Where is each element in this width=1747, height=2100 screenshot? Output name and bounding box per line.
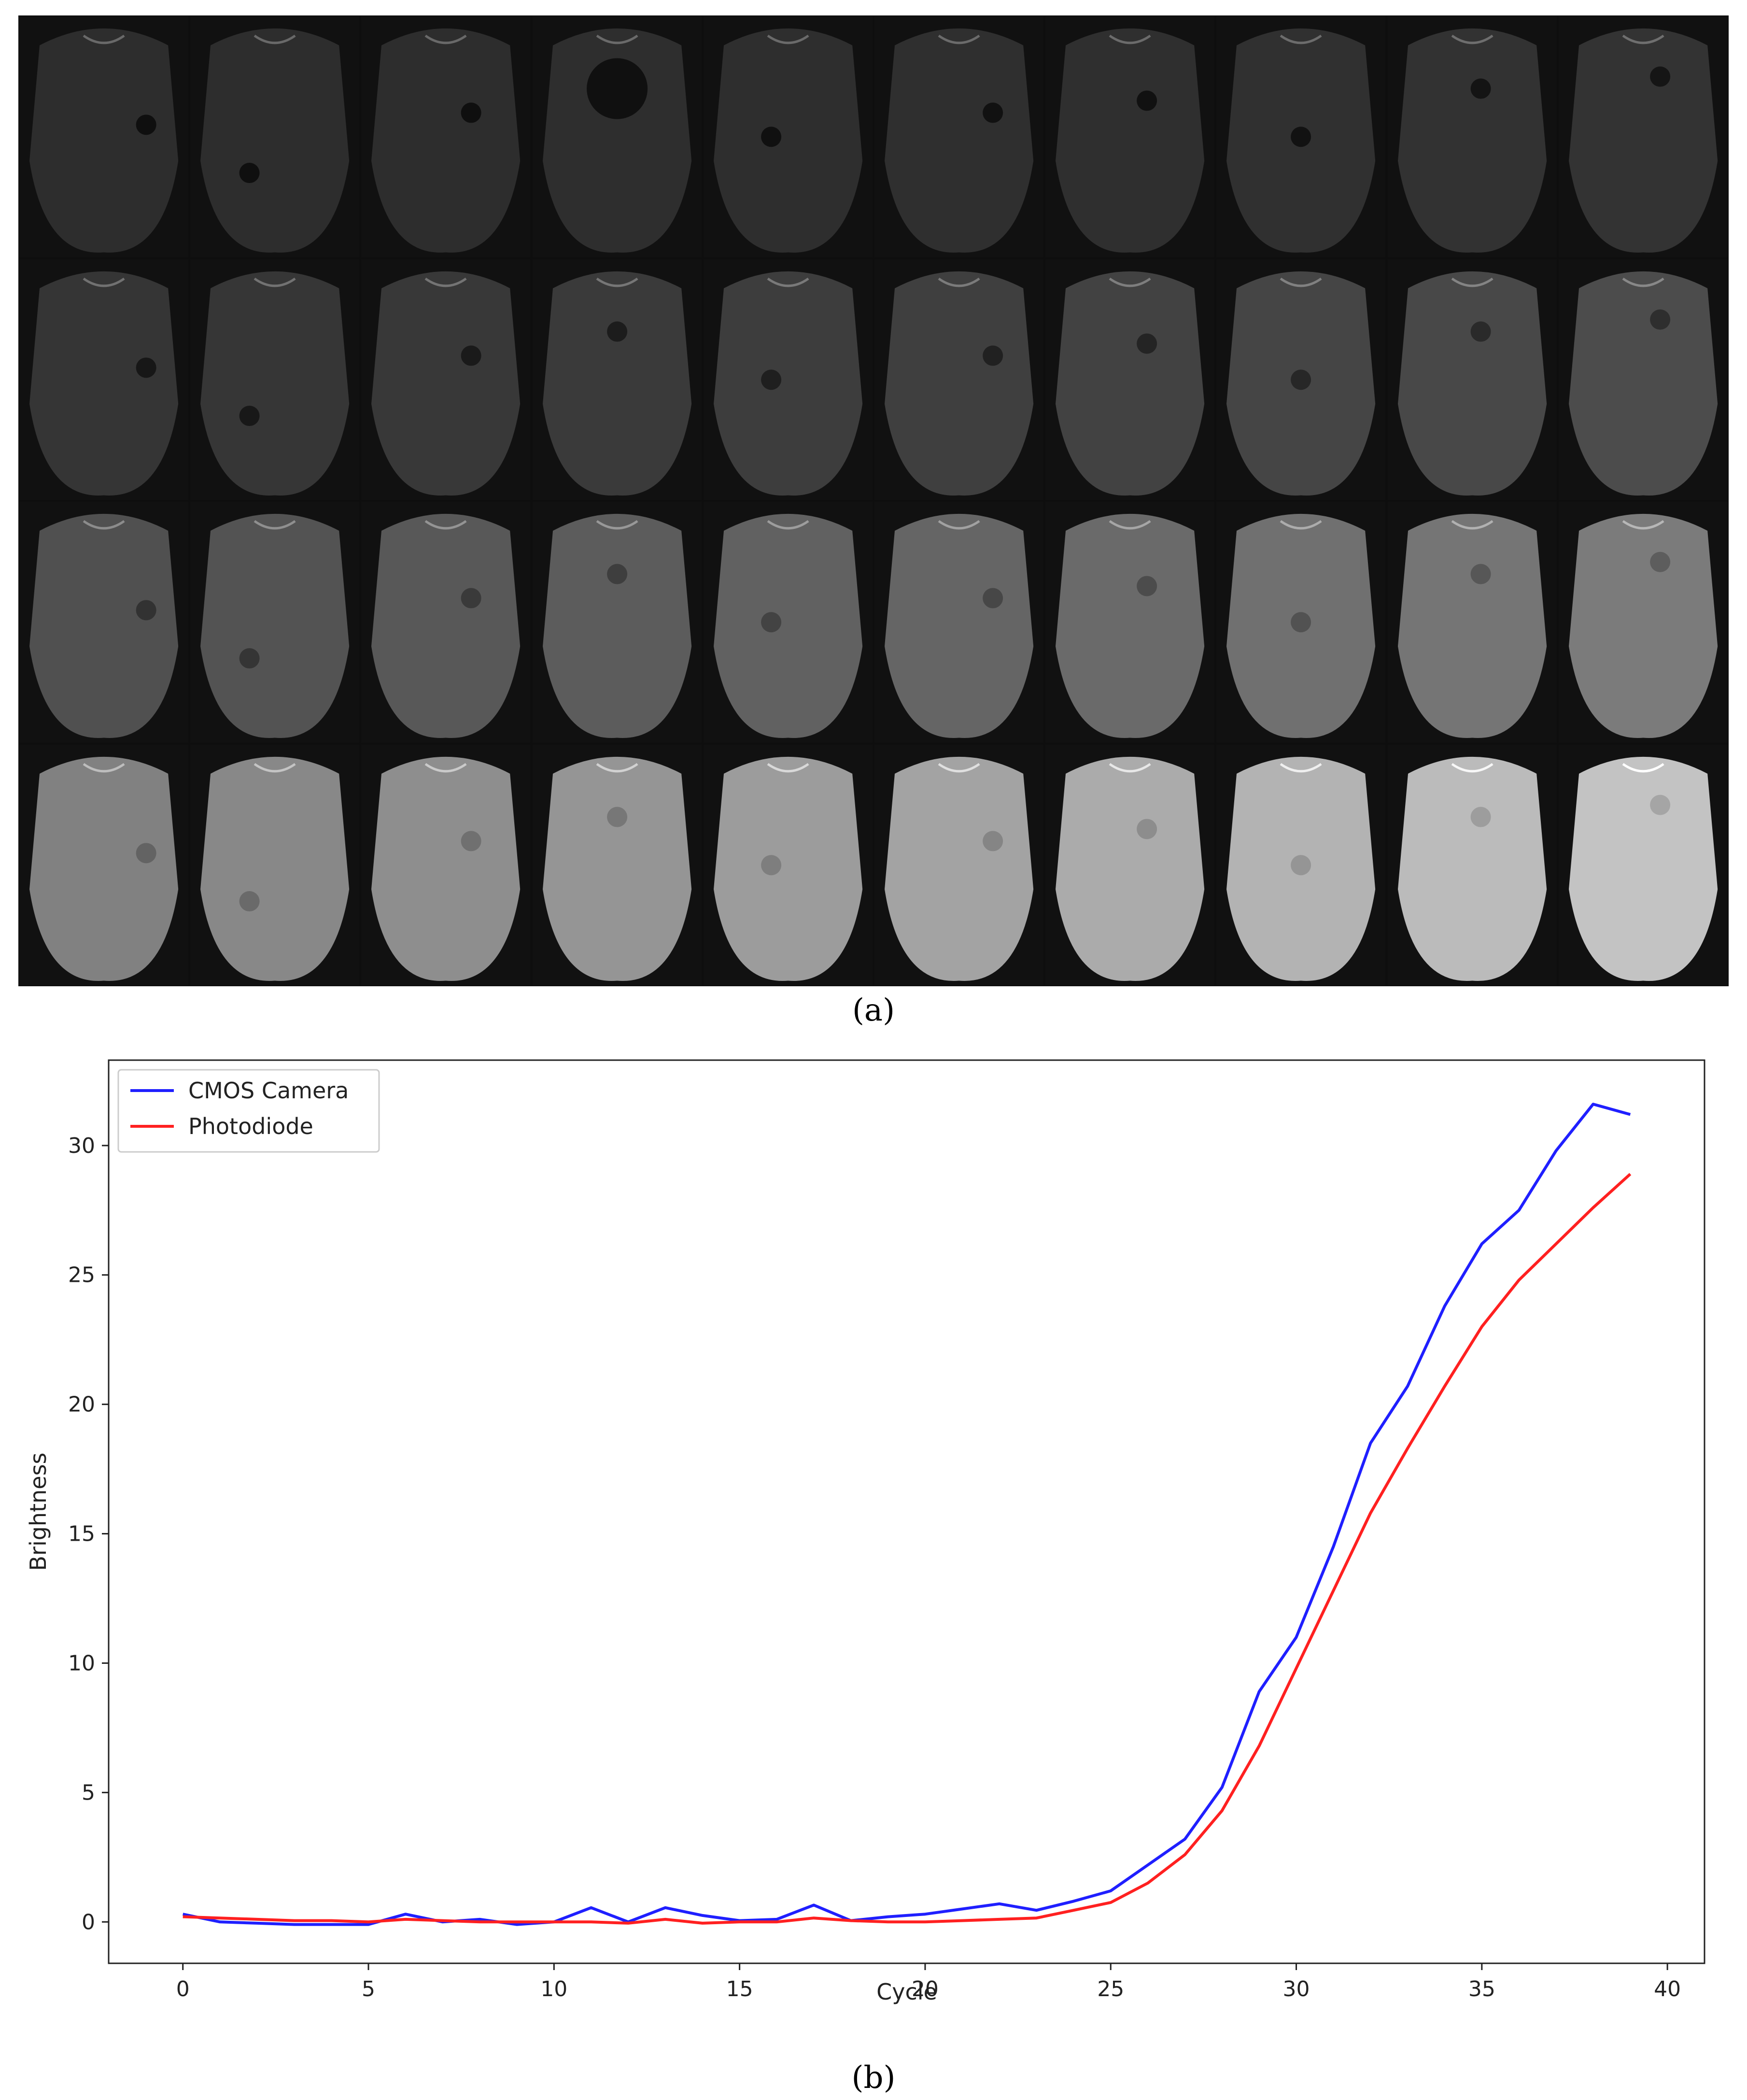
x-tick-label: 35 <box>1468 1977 1495 2001</box>
y-axis-title: Brightness <box>25 1452 51 1571</box>
thermal-frame <box>19 259 189 500</box>
thermal-frame <box>19 744 189 985</box>
y-tick-label: 15 <box>68 1522 95 1547</box>
thermal-frame <box>1558 502 1728 743</box>
x-tick-label: 15 <box>726 1977 753 2001</box>
x-tick-label: 25 <box>1097 1977 1124 2001</box>
legend-label-cmos: CMOS Camera <box>188 1078 349 1104</box>
x-tick-label: 0 <box>176 1977 190 2001</box>
thermal-frame <box>1387 744 1557 985</box>
thermal-frame <box>1558 16 1728 257</box>
x-axis: 0 5 10 15 20 25 30 35 40 <box>176 1963 1681 2001</box>
thermal-frame <box>532 502 702 743</box>
x-tick-label: 20 <box>912 1977 939 2001</box>
thermal-frame <box>874 502 1044 743</box>
y-tick-label: 0 <box>82 1910 95 1934</box>
series-lines <box>183 1103 1632 1926</box>
y-axis: 0 5 10 15 20 25 30 <box>68 1134 109 1934</box>
thermal-frame <box>532 16 702 257</box>
panel-a-caption: (a) <box>852 993 895 1028</box>
thermal-frame <box>703 16 873 257</box>
thermal-frame <box>190 259 360 500</box>
thermal-frame <box>1216 744 1386 985</box>
thermal-frame <box>361 259 531 500</box>
thermal-frame <box>1558 259 1728 500</box>
thermal-frame <box>1387 16 1557 257</box>
legend-label-photodiode: Photodiode <box>188 1113 313 1139</box>
thermal-frame <box>532 744 702 985</box>
thermal-frame <box>1045 16 1215 257</box>
thermal-frame <box>361 16 531 257</box>
thermal-frame <box>19 16 189 257</box>
thermal-frame <box>190 16 360 257</box>
thermal-frame <box>190 744 360 985</box>
thermal-frame <box>874 16 1044 257</box>
thermal-frame <box>1216 502 1386 743</box>
thermal-frame <box>1216 16 1386 257</box>
legend: CMOS Camera Photodiode <box>117 1069 380 1153</box>
thermal-image-grid <box>18 15 1729 986</box>
legend-box <box>117 1069 380 1153</box>
thermal-frame <box>874 744 1044 985</box>
plot-area <box>108 1059 1705 1964</box>
x-tick-label: 10 <box>540 1977 567 2001</box>
x-tick-label: 30 <box>1283 1977 1310 2001</box>
x-tick-label: 40 <box>1654 1977 1681 2001</box>
thermal-frame <box>1045 502 1215 743</box>
thermal-frame <box>532 259 702 500</box>
thermal-frame <box>361 502 531 743</box>
x-axis-title: Cycle <box>876 1979 937 2005</box>
thermal-frame <box>1045 259 1215 500</box>
y-tick-label: 5 <box>82 1780 95 1805</box>
thermal-frame <box>1045 744 1215 985</box>
y-tick-label: 20 <box>68 1392 95 1417</box>
thermal-frame <box>19 502 189 743</box>
thermal-frame <box>1558 744 1728 985</box>
thermal-frame <box>1387 259 1557 500</box>
thermal-frame <box>874 259 1044 500</box>
thermal-frame <box>190 502 360 743</box>
thermal-frame <box>703 502 873 743</box>
thermal-frame <box>703 744 873 985</box>
panel-b-caption: (b) <box>851 2060 896 2096</box>
series-line-cmos-camera <box>183 1103 1631 1926</box>
thermal-frame <box>1387 502 1557 743</box>
thermal-frame <box>703 259 873 500</box>
y-tick-label: 30 <box>68 1134 95 1158</box>
thermal-frame <box>361 744 531 985</box>
series-line-photodiode <box>183 1173 1632 1925</box>
x-tick-label: 5 <box>362 1977 375 2001</box>
y-tick-label: 10 <box>68 1651 95 1675</box>
thermal-frame <box>1216 259 1386 500</box>
y-tick-label: 25 <box>68 1263 95 1288</box>
brightness-chart: 0 5 10 15 20 25 30 0 5 10 15 20 25 30 35 40 Cycle Brig… <box>25 1059 1705 2005</box>
